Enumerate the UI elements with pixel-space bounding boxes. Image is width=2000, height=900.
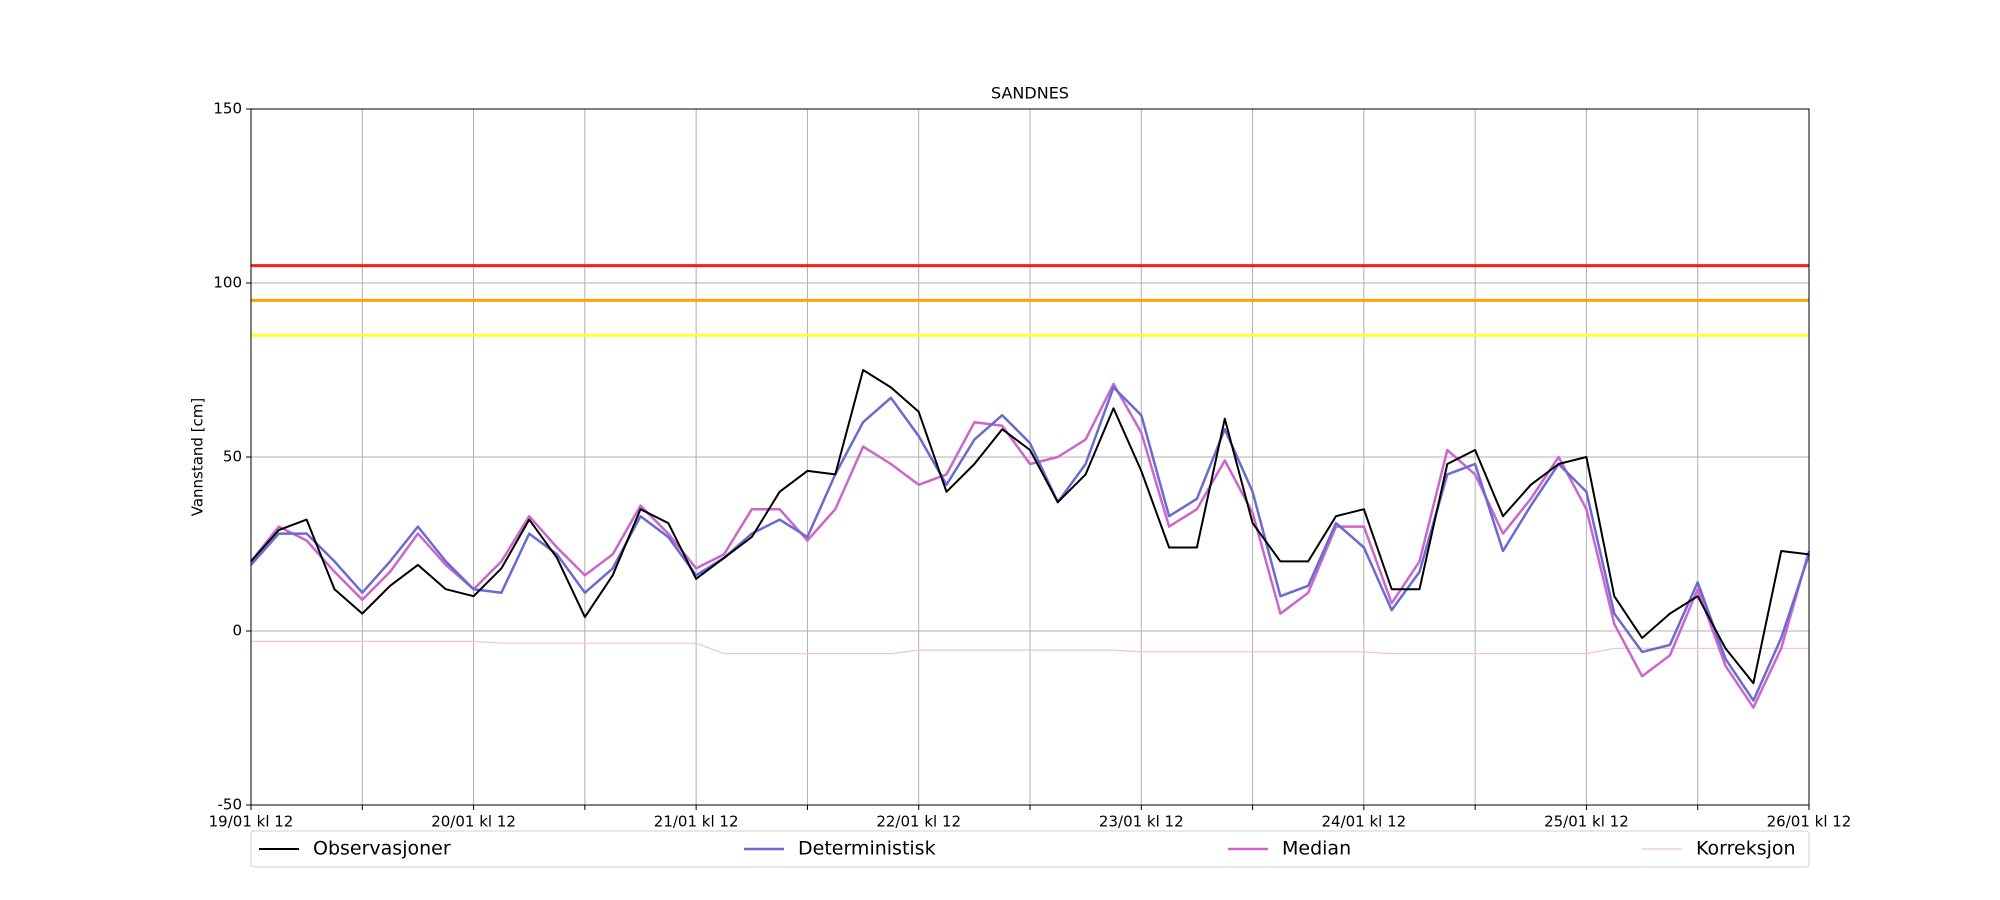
x-tick-label: 26/01 kl 12 <box>1767 813 1852 831</box>
legend-label: Deterministisk <box>798 838 936 860</box>
legend-label: Korreksjon <box>1696 838 1796 860</box>
data-line <box>251 640 1809 655</box>
x-tick-label: 24/01 kl 12 <box>1321 813 1406 831</box>
y-tick-label: 50 <box>223 448 242 466</box>
x-tick-label: 19/01 kl 12 <box>209 813 294 831</box>
plot-frame <box>250 108 1810 806</box>
x-tick-label: 21/01 kl 12 <box>654 813 739 831</box>
y-tick-label: -50 <box>218 796 243 814</box>
data-line <box>250 386 1811 702</box>
legend-box <box>250 830 1810 868</box>
data-line <box>250 369 1810 685</box>
y-tick-label: 150 <box>213 100 242 118</box>
legend-label: Observasjoner <box>313 838 451 860</box>
x-tick-label: 23/01 kl 12 <box>1099 813 1184 831</box>
y-axis-label: Vannstand [cm] <box>189 398 207 517</box>
chart-title: SANDNES <box>991 84 1069 103</box>
y-tick-label: 100 <box>213 274 242 292</box>
x-tick-label: 25/01 kl 12 <box>1544 813 1629 831</box>
x-tick-label: 22/01 kl 12 <box>876 813 961 831</box>
x-tick-label: 20/01 kl 12 <box>431 813 516 831</box>
y-tick-label: 0 <box>232 622 242 640</box>
legend-label: Median <box>1282 838 1351 860</box>
